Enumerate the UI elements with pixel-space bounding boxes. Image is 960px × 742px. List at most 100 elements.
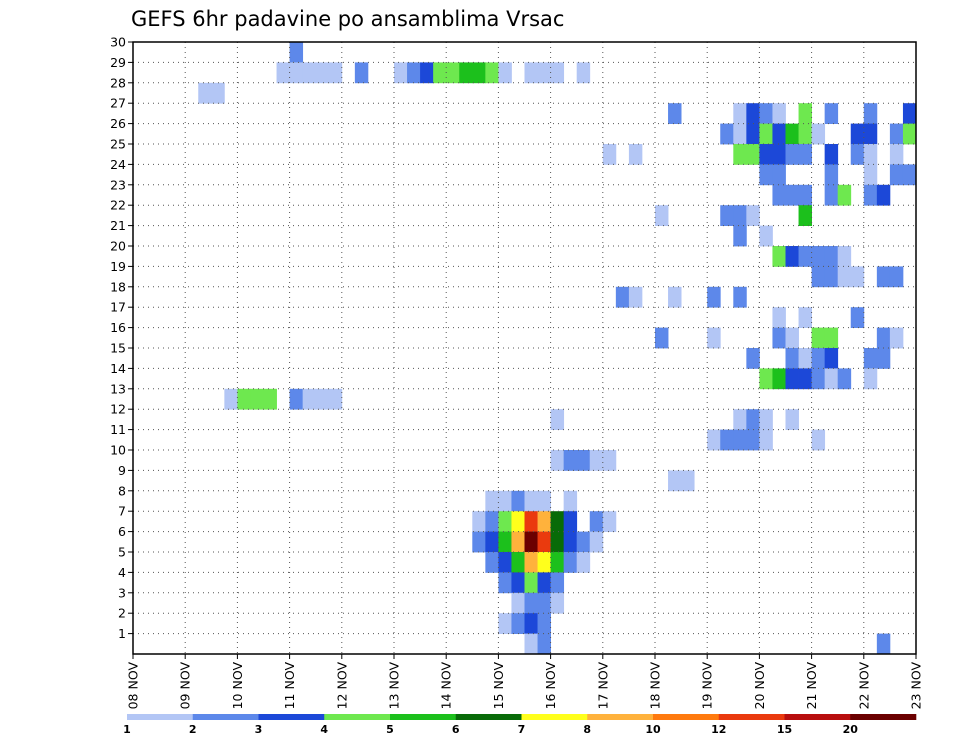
heatmap-cell — [498, 552, 512, 573]
heatmap-cell — [237, 388, 251, 410]
x-tick-label: 15 NOV — [491, 662, 506, 710]
heatmap-cell — [537, 511, 551, 532]
heatmap-cell — [707, 327, 721, 349]
heatmap-cell — [289, 42, 304, 63]
heatmap-cell — [863, 123, 878, 145]
heatmap-cell — [785, 123, 799, 145]
heatmap-cell — [863, 184, 878, 206]
heatmap-cell — [524, 62, 538, 84]
y-tick-label: 29 — [110, 55, 126, 70]
y-tick-label: 5 — [118, 545, 126, 560]
heatmap-cell — [785, 144, 799, 165]
heatmap-cell — [863, 164, 878, 186]
heatmap-cell — [537, 633, 551, 655]
heatmap-cell — [511, 531, 525, 553]
y-tick-label: 19 — [110, 259, 126, 274]
heatmap-cell — [772, 307, 786, 328]
heatmap-cell — [889, 266, 904, 288]
heatmap-cell — [798, 348, 812, 369]
cells-layer — [198, 42, 917, 655]
heatmap-cell — [498, 62, 512, 84]
heatmap-cell — [850, 123, 865, 145]
heatmap-cell — [798, 144, 812, 165]
colorbar-swatch — [127, 714, 194, 720]
heatmap-cell — [524, 552, 538, 573]
heatmap-cell — [602, 144, 617, 165]
x-axis: 08 NOV 09 NOV 10 NOV 11 NOV 12 NOV 13 NOV 14 N… — [126, 654, 924, 709]
chart-title: GEFS 6hr padavine po ansamblima Vrsac — [131, 7, 564, 31]
heatmap-cell — [537, 552, 551, 573]
heatmap-cell — [537, 592, 551, 614]
heatmap-cell — [876, 327, 891, 349]
y-tick-label: 12 — [110, 402, 126, 417]
colorbar-swatch — [587, 714, 654, 720]
x-tick-label: 23 NOV — [909, 662, 924, 710]
heatmap-cell — [354, 62, 369, 84]
heatmap-cell — [772, 368, 786, 390]
heatmap-cell — [759, 225, 773, 247]
y-tick-label: 30 — [110, 35, 126, 50]
heatmap-cell — [524, 511, 538, 532]
y-tick-label: 15 — [110, 341, 126, 356]
heatmap-cell — [224, 388, 238, 410]
heatmap-cell — [615, 286, 630, 308]
heatmap-cell — [485, 531, 499, 553]
colorbar-label: 12 — [711, 723, 726, 736]
heatmap-cell — [472, 62, 486, 84]
y-tick-label: 27 — [110, 96, 126, 111]
heatmap-cell — [550, 531, 565, 553]
heatmap-cell — [498, 613, 512, 634]
plot-frame — [132, 41, 917, 655]
heatmap-cell — [550, 511, 565, 532]
heatmap-cell — [550, 409, 565, 430]
heatmap-cell — [746, 144, 760, 165]
heatmap-cell — [537, 62, 551, 84]
heatmap-cell — [276, 62, 290, 84]
heatmap-cell — [889, 327, 904, 349]
colorbar-swatch — [192, 714, 259, 720]
heatmap-cell — [537, 613, 551, 634]
heatmap-cell — [785, 409, 799, 430]
colorbar-label: 7 — [518, 723, 526, 736]
heatmap-cell — [537, 531, 551, 553]
heatmap-cell — [720, 205, 734, 226]
heatmap-cell — [785, 368, 799, 390]
heatmap-cell — [746, 409, 760, 430]
x-tick-label: 22 NOV — [856, 662, 871, 710]
heatmap-cell — [824, 368, 839, 390]
heatmap-cell — [811, 266, 826, 288]
x-tick-label: 10 NOV — [230, 662, 245, 710]
heatmap-cell — [302, 388, 317, 410]
x-tick-label: 13 NOV — [387, 662, 402, 710]
heatmap-cell — [876, 633, 891, 655]
y-tick-label: 17 — [110, 300, 126, 315]
heatmap-cell — [811, 246, 826, 267]
heatmap-cell — [876, 348, 891, 369]
heatmap-cell — [576, 552, 591, 573]
heatmap-cell — [798, 103, 812, 124]
heatmap-cell — [328, 62, 343, 84]
heatmap-cell — [811, 123, 826, 145]
heatmap-cell — [511, 552, 525, 573]
heatmap-cell — [459, 62, 473, 84]
heatmap-cell — [485, 511, 499, 532]
heatmap-cell — [550, 572, 565, 594]
heatmap-cell — [772, 103, 786, 124]
colorbar-swatch — [653, 714, 720, 720]
heatmap-cell — [733, 205, 747, 226]
y-tick-label: 16 — [110, 320, 126, 335]
heatmap-cell — [798, 123, 812, 145]
heatmap-cell — [837, 368, 852, 390]
y-tick-label: 21 — [110, 218, 126, 233]
heatmap-cell — [811, 368, 826, 390]
heatmap-cell — [772, 327, 786, 349]
x-tick-label: 19 NOV — [700, 662, 715, 710]
heatmap-cell — [772, 164, 786, 186]
heatmap-cell — [681, 470, 695, 492]
heatmap-cell — [576, 62, 591, 84]
colorbar-swatch — [718, 714, 785, 720]
heatmap-cell — [746, 103, 760, 124]
heatmap-cell — [733, 144, 747, 165]
heatmap-cell — [328, 388, 343, 410]
